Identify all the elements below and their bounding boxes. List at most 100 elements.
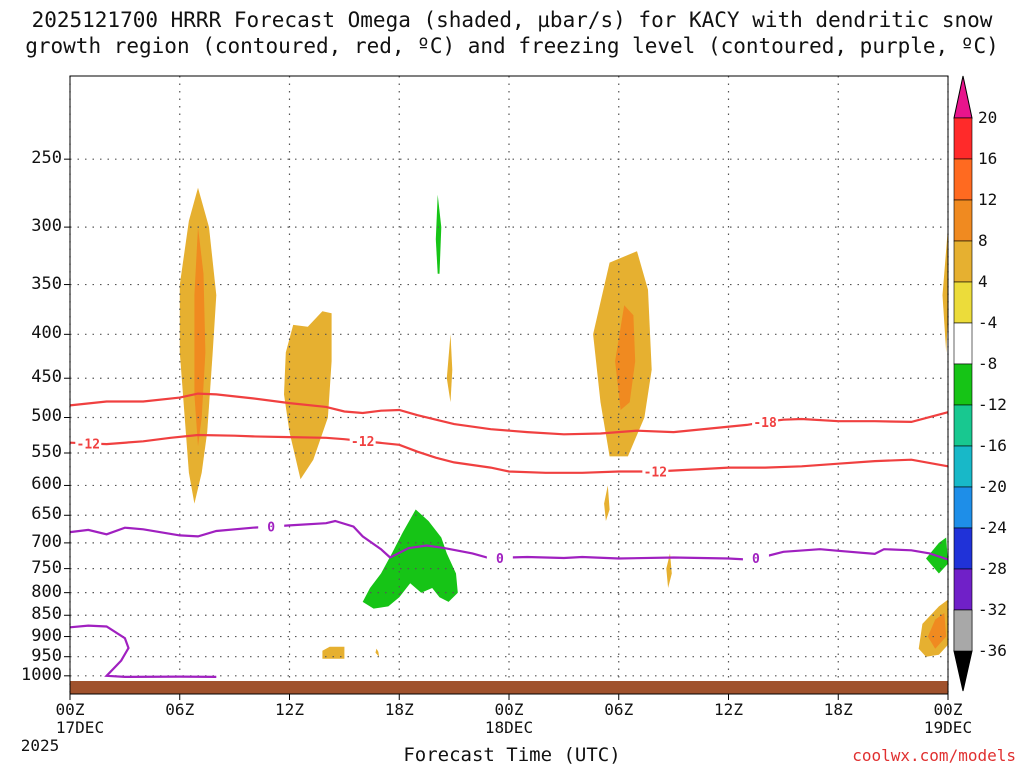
omega-region-26	[882, 159, 917, 252]
dgz-minus12-label-0: -12	[77, 437, 100, 452]
omega-region-21	[481, 597, 495, 641]
colorbar-label-4: 4	[978, 272, 988, 291]
y-tick-label-750: 750	[31, 557, 62, 578]
y-tick-label-1000: 1000	[21, 664, 62, 685]
colorbar-bin-5	[953, 322, 973, 365]
colorbar-bin-2	[953, 199, 973, 242]
x-tick-sub1-8: 19DEC	[923, 718, 973, 737]
y-tick-label-800: 800	[31, 581, 62, 602]
omega-region-17	[338, 295, 491, 665]
dgz-minus12-line	[69, 433, 949, 474]
colorbar-label-8: -16	[978, 436, 1007, 455]
omega-region-1	[194, 227, 206, 447]
colorbar-bin-8	[953, 445, 973, 488]
y-tick-label-850: 850	[31, 604, 62, 625]
y-tick-label-600: 600	[31, 474, 62, 495]
x-tick-label-7: 18Z	[823, 700, 853, 719]
contours	[69, 392, 949, 679]
colorbar-label-2: 12	[978, 190, 998, 209]
x-tick-sub1-0: 17DEC	[55, 718, 105, 737]
omega-region-5	[942, 227, 948, 353]
freezing-level-label-2: 0	[752, 552, 760, 567]
colorbar-label-1: 16	[978, 149, 998, 168]
colorbar-bin-6	[953, 363, 973, 406]
y-tick-label-500: 500	[31, 406, 62, 427]
colorbar-label-13: -36	[978, 641, 1007, 660]
colorbar-bin-7	[953, 404, 973, 447]
colorbar-bin-11	[953, 568, 973, 611]
y-tick-label-300: 300	[31, 216, 62, 237]
dgz-minus12-label-bg-2	[642, 463, 669, 479]
freezing-level-label-1: 0	[496, 552, 504, 567]
contour-labels: -18 -12 -12 -12 0 0 0	[75, 413, 779, 567]
dgz-minus12-label-1: -12	[351, 435, 374, 450]
freezing-level-label-bg-2	[742, 550, 769, 566]
colorbar-bin-0	[953, 117, 973, 160]
omega-region-11	[375, 644, 380, 657]
dgz-minus12-label-bg-0	[75, 435, 102, 451]
omega-region-8	[604, 485, 610, 521]
colorbar-label-11: -28	[978, 559, 1007, 578]
dgz-minus12-label-2: -12	[644, 466, 667, 481]
x-tick-label-8: 00Z	[933, 700, 963, 719]
dgz-minus18-label-0: -18	[753, 416, 777, 431]
axis-ticks	[64, 158, 949, 700]
freezing-level-line	[69, 519, 949, 561]
colorbar-bottom-arrow	[953, 650, 973, 692]
colorbar-bin-13	[953, 609, 973, 652]
x-tick-label-6: 12Z	[714, 700, 743, 719]
x-tick-label-0: 00Z	[55, 700, 85, 719]
omega-region-18	[362, 509, 458, 609]
colorbar-bin-9	[953, 486, 973, 529]
omega-region-19	[496, 413, 519, 498]
x-tick-label-4: 00Z	[494, 700, 524, 719]
colorbar-label-12: -32	[978, 600, 1007, 619]
dgz-minus18-line	[69, 392, 949, 436]
omega-region-13	[927, 613, 947, 649]
x-tick-sub2-0: 2025	[20, 736, 60, 755]
x-tick-label-1: 06Z	[165, 700, 195, 719]
omega-region-24	[657, 628, 665, 669]
ground-terrain	[70, 681, 948, 694]
omega-shading	[179, 143, 948, 669]
omega-region-22	[680, 571, 700, 649]
plot-frame	[69, 75, 949, 695]
colorbar-label-9: -20	[978, 477, 1007, 496]
colorbar-bin-3	[953, 240, 973, 283]
y-tick-label-700: 700	[31, 531, 62, 552]
colorbar-label-7: -12	[978, 395, 1007, 414]
y-tick-label-250: 250	[31, 148, 62, 169]
colorbar-bin-10	[953, 527, 973, 570]
y-tick-label-650: 650	[31, 504, 62, 525]
y-tick-label-450: 450	[31, 367, 62, 388]
dgz-minus12-label-bg-1	[349, 433, 376, 449]
colorbar-label-0: 20	[978, 108, 998, 127]
colorbar-bin-4	[953, 281, 973, 324]
y-tick-label-350: 350	[31, 273, 62, 294]
y-tick-label-400: 400	[31, 323, 62, 344]
omega-region-15	[435, 194, 442, 274]
x-tick-sub1-4: 18DEC	[484, 718, 534, 737]
colorbar-label-10: -24	[978, 518, 1007, 537]
x-tick-label-5: 06Z	[604, 700, 634, 719]
y-tick-label-550: 550	[31, 442, 62, 462]
chart-title-line2: growth region (contoured, red, ºC) and f…	[25, 34, 999, 58]
omega-region-2	[284, 311, 332, 480]
chart-title-line1: 2025121700 HRRR Forecast Omega (shaded, …	[31, 8, 993, 32]
freezing-level-label-bg-1	[486, 550, 513, 566]
colorbar-label-6: -8	[978, 354, 998, 373]
y-tick-label-900: 900	[31, 625, 62, 646]
freezing-level-label-bg-0	[258, 518, 285, 534]
x-tick-label-2: 12Z	[275, 700, 304, 719]
colorbar-bin-1	[953, 158, 973, 201]
colorbar-label-3: 8	[978, 231, 988, 250]
omega-region-7	[446, 334, 453, 403]
omega-region-27	[924, 334, 930, 387]
omega-region-23	[633, 497, 639, 564]
source-credit: coolwx.com/models	[852, 746, 1016, 765]
omega-region-6	[322, 646, 345, 659]
colorbar	[953, 75, 973, 692]
omega-region-16	[523, 194, 588, 344]
omega-region-9	[666, 553, 672, 588]
